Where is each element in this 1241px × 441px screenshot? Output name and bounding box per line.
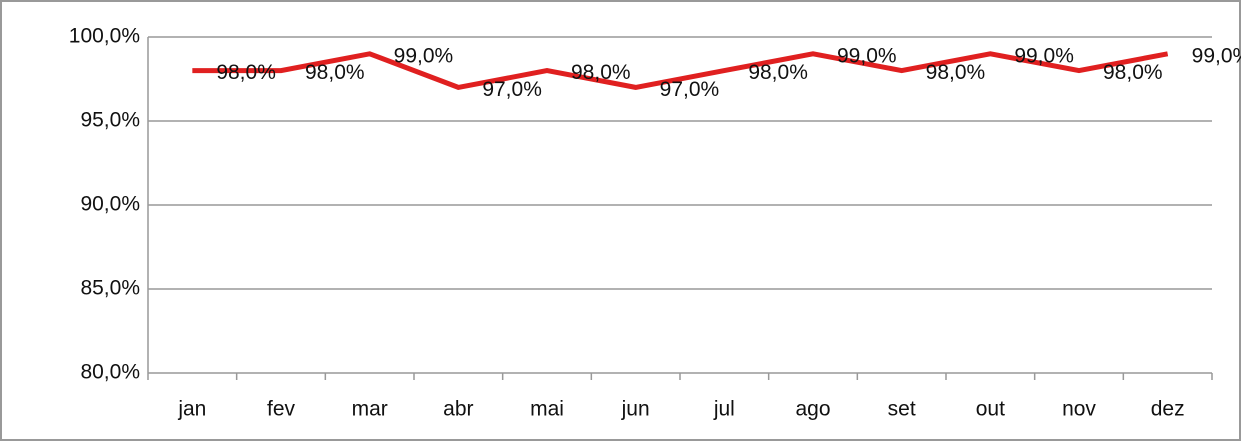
data-label: 99,0%: [837, 44, 897, 67]
x-tick-label: mai: [530, 398, 564, 421]
x-tick-label: nov: [1062, 398, 1096, 421]
y-tick-label: 80,0%: [80, 361, 140, 384]
data-label: 98,0%: [305, 61, 365, 84]
x-tick-label: jan: [177, 398, 206, 421]
data-label: 97,0%: [660, 78, 720, 101]
line: [192, 51, 1169, 90]
x-tick-label: jun: [621, 398, 650, 421]
y-tick-label: 90,0%: [80, 193, 140, 216]
y-tick-label: 100,0%: [69, 25, 140, 48]
x-tick-label: fev: [267, 398, 296, 421]
data-label: 98,0%: [1103, 61, 1163, 84]
x-tick-label: out: [976, 398, 1005, 421]
data-label: 99,0%: [1192, 44, 1241, 67]
x-tick-label: abr: [443, 398, 473, 421]
x-tick-label: set: [888, 398, 916, 421]
y-tick-label: 85,0%: [80, 277, 140, 300]
data-label: 98,0%: [216, 61, 276, 84]
y-tick-label: 95,0%: [80, 109, 140, 132]
data-label: 99,0%: [394, 44, 454, 67]
x-tick-label: dez: [1151, 398, 1185, 421]
data-label: 98,0%: [571, 61, 631, 84]
data-label: 99,0%: [1014, 44, 1074, 67]
data-label: 98,0%: [926, 61, 986, 84]
data-label: 98,0%: [748, 61, 808, 84]
data-label: 97,0%: [482, 78, 542, 101]
x-tick-label: ago: [795, 398, 830, 421]
x-tick-label: jul: [713, 398, 735, 421]
x-tick-label: mar: [352, 398, 388, 421]
